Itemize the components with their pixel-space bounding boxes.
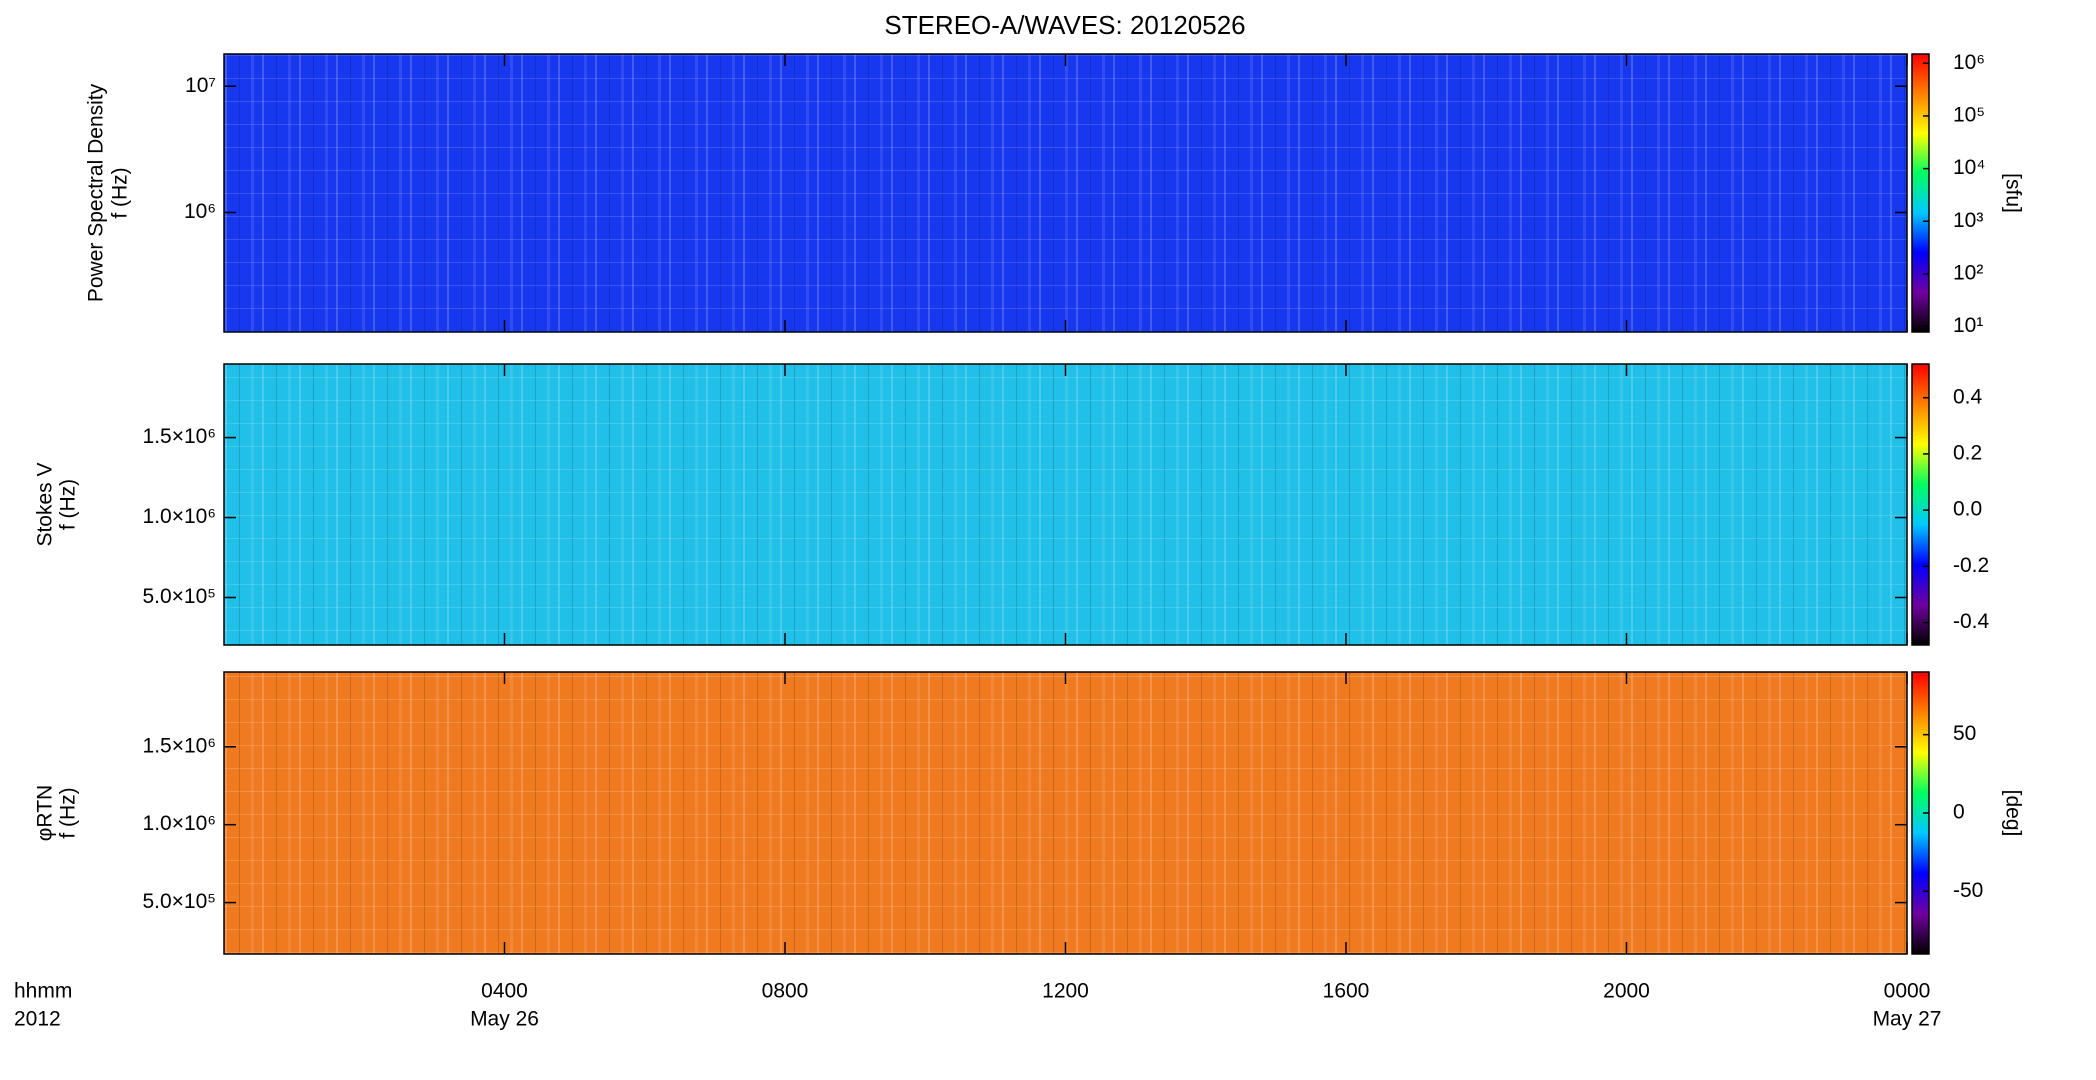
y-tick-label: 1.0×10⁶ [143, 812, 216, 835]
colorbar-label: [sfu] [2001, 173, 2024, 213]
colorbar-tick-label: -0.2 [1953, 554, 1989, 577]
x-tick-label: 2000 [1603, 980, 1650, 1003]
y-axis-label: φRTN [34, 785, 57, 841]
x-tick-label: 0800 [762, 980, 809, 1003]
y-axis-label: f (Hz) [57, 787, 80, 838]
colorbar [1912, 54, 1929, 332]
colorbar-tick-label: -0.4 [1953, 610, 1990, 633]
colorbar-tick-label: 0 [1953, 801, 1965, 824]
colorbar-tick-label: 10⁵ [1953, 103, 1985, 126]
x-tick-label: 1600 [1323, 980, 1370, 1003]
y-axis-label: Stokes V [34, 462, 57, 546]
y-axis-label: f (Hz) [109, 167, 132, 218]
y-tick-label: 5.0×10⁵ [142, 585, 216, 608]
x-tick-label: 0000 [1884, 980, 1931, 1003]
y-tick-label: 1.0×10⁶ [143, 505, 216, 528]
colorbar-tick-label: 10³ [1953, 209, 1983, 232]
colorbar [1912, 672, 1929, 954]
y-tick-label: 10⁷ [185, 74, 216, 97]
y-tick-label: 5.0×10⁵ [142, 890, 216, 913]
x-tick-label: 0400 [481, 980, 528, 1003]
x-axis-label: hhmm [14, 980, 72, 1003]
colorbar-tick-label: 0.4 [1953, 385, 1983, 408]
colorbar-tick-label: 10¹ [1953, 314, 1983, 337]
colorbar-tick-label: 10² [1953, 261, 1983, 284]
colorbar-frame [1911, 53, 1930, 333]
spectrogram-texture [224, 672, 1907, 954]
colorbar-tick-label: 0.2 [1953, 441, 1982, 464]
colorbar-tick-label: 10⁴ [1953, 156, 1985, 179]
y-tick-label: 1.5×10⁶ [143, 425, 216, 448]
y-tick-label: 1.5×10⁶ [143, 734, 216, 757]
x-axis-label: 2012 [14, 1008, 61, 1031]
colorbar-tick-label: -50 [1953, 879, 1983, 902]
colorbar-tick-label: 50 [1953, 722, 1976, 745]
x-tick-label: 1200 [1042, 980, 1089, 1003]
spectrogram-texture [224, 54, 1907, 332]
colorbar-tick-label: 10⁶ [1953, 51, 1985, 74]
y-tick-label: 10⁶ [184, 200, 216, 223]
colorbar-frame [1911, 363, 1930, 646]
colorbar-label: [deg] [2001, 790, 2024, 837]
date-label: May 27 [1873, 1008, 1942, 1031]
y-axis-label: Power Spectral Density [85, 83, 108, 302]
colorbar [1912, 364, 1929, 645]
chart-title: STEREO-A/WAVES: 20120526 [884, 10, 1245, 40]
spectrogram-texture [224, 364, 1907, 645]
colorbar-tick-label: 0.0 [1953, 498, 1982, 521]
y-axis-label: f (Hz) [57, 479, 80, 530]
date-label: May 26 [470, 1008, 539, 1031]
